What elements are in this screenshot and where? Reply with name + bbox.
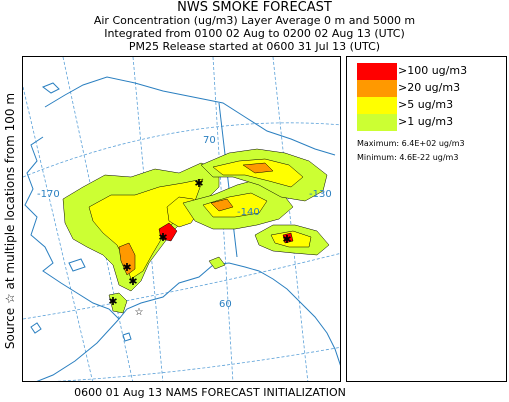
grid-labels: 70 -170 -130 -140 60 <box>37 135 332 310</box>
island-a <box>41 82 60 94</box>
longitude-150-line <box>132 57 164 381</box>
plume-northeast-mid <box>212 158 304 188</box>
legend-swatch-20 <box>357 80 397 97</box>
integration-period-line: Integrated from 0100 02 Aug to 0200 02 A… <box>104 27 405 40</box>
smoke-plumes <box>62 148 330 314</box>
plume-east-small <box>208 256 226 270</box>
legend-swatch-5 <box>357 97 397 114</box>
source-locations-label: Source ☆ at multiple locations from 100 … <box>0 56 20 386</box>
legend-label-100: >100 ug/m3 <box>398 64 468 77</box>
longitude-140-line <box>212 57 234 381</box>
legend: >100 ug/m3 >20 ug/m3 >5 ug/m3 >1 ug/m3 M… <box>346 56 507 382</box>
plume-south-low <box>108 292 128 314</box>
release-start-line: PM25 Release started at 0600 31 Jul 13 (… <box>128 40 381 53</box>
grid-label-minus140: -140 <box>237 207 260 218</box>
concentration-layer-line: Air Concentration (ug/m3) Layer Average … <box>93 14 416 27</box>
legend-label-20: >20 ug/m3 <box>398 81 461 94</box>
longitude-170-line <box>23 86 93 381</box>
plume-east-hot <box>282 232 294 244</box>
map-title: NWS SMOKE FORECAST <box>177 0 332 15</box>
legend-row-5: >5 ug/m3 <box>357 97 497 114</box>
forecast-initialization: 0600 01 Aug 13 NAMS FORECAST INITIALIZAT… <box>74 386 346 399</box>
grid-label-60: 60 <box>219 299 232 310</box>
legend-swatch-100 <box>357 63 397 80</box>
latitude-50-line <box>55 346 340 381</box>
latitude-60-line <box>23 253 340 320</box>
star-icon: ✱ <box>282 233 291 246</box>
plume-west-hot <box>158 222 178 242</box>
island-c <box>122 332 132 342</box>
maximum-value: Maximum: 6.4E+02 ug/m3 <box>357 139 465 148</box>
star-icon: ✱ <box>108 295 117 308</box>
map-canvas: ✱ ✱ ✱ ✱ ✱ ✱ ☆ 70 -170 -130 -140 60 <box>23 57 340 381</box>
source-locations-text: Source ☆ at multiple locations from 100 … <box>3 92 17 350</box>
alaska-coastline <box>24 76 340 381</box>
legend-row-100: >100 ug/m3 <box>357 63 497 80</box>
legend-label-1: >1 ug/m3 <box>398 115 454 128</box>
island-b <box>68 258 86 272</box>
star-icon: ☆ <box>135 307 144 318</box>
legend-label-5: >5 ug/m3 <box>398 98 454 111</box>
grid-label-minus130: -130 <box>309 189 332 200</box>
grid-label-70: 70 <box>203 135 216 146</box>
grid-label-minus170: -170 <box>37 189 60 200</box>
star-icon: ✱ <box>122 261 131 274</box>
plume-band-orange <box>210 198 234 212</box>
longitude-130-line <box>272 57 309 381</box>
star-icon: ✱ <box>128 275 137 288</box>
source-markers: ✱ ✱ ✱ ✱ ✱ ✱ ☆ <box>108 177 291 318</box>
star-icon: ✱ <box>158 231 167 244</box>
plume-northeast-orange <box>242 162 274 174</box>
latitude-70-line <box>23 122 340 178</box>
plume-west-orange <box>118 242 136 276</box>
legend-swatch-1 <box>357 114 397 131</box>
star-icon: ✱ <box>194 177 203 190</box>
legend-row-20: >20 ug/m3 <box>357 80 497 97</box>
coastline <box>24 76 340 381</box>
legend-row-1: >1 ug/m3 <box>357 114 497 131</box>
island-d <box>30 322 42 334</box>
border-line <box>218 102 238 258</box>
smoke-forecast-map: ✱ ✱ ✱ ✱ ✱ ✱ ☆ 70 -170 -130 -140 60 <box>22 56 341 382</box>
minimum-value: Minimum: 4.6E-22 ug/m3 <box>357 153 459 162</box>
